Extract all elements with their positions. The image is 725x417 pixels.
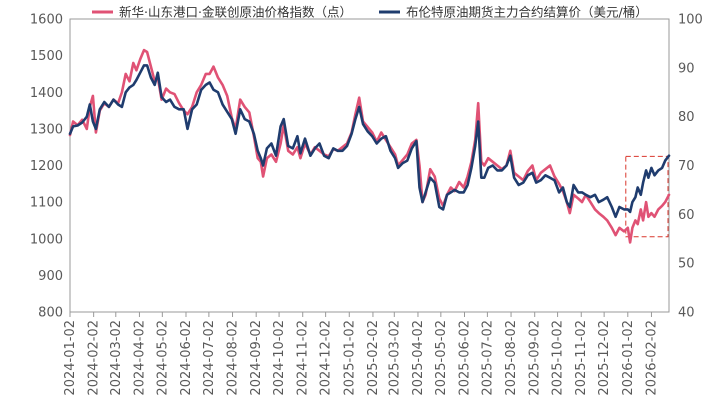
plot-frame (69, 18, 670, 313)
x-tick-label: 2025-08-02 (504, 320, 519, 396)
x-tick-label: 2025-07-02 (480, 320, 495, 396)
x-tick-label: 2025-05-02 (434, 320, 449, 396)
right-tick-label: 60 (678, 208, 695, 223)
x-tick-label: 2025-10-02 (551, 320, 566, 396)
left-tick-label: 1500 (30, 49, 63, 64)
left-tick-label: 1600 (30, 13, 63, 28)
right-tick-label: 40 (678, 306, 695, 321)
x-tick-label: 2025-02-02 (366, 320, 381, 396)
x-tick-label: 2024-09-02 (249, 320, 264, 396)
right-tick-label: 50 (678, 257, 695, 272)
series-line-index (68, 48, 671, 244)
right-tick-label: 100 (678, 13, 703, 28)
left-tick-label: 1100 (30, 196, 63, 211)
right-tick-label: 70 (678, 159, 695, 174)
left-tick-label: 800 (38, 306, 63, 321)
x-tick-label: 2024-02-02 (87, 320, 102, 396)
x-tick-label: 2024-10-02 (272, 320, 287, 396)
legend-label-index: 新华·山东港口·金联创原油价格指数（点） (119, 5, 352, 20)
x-tick-label: 2025-06-02 (458, 320, 473, 396)
x-tick-label: 2024-06-02 (179, 320, 194, 396)
x-tick-label: 2025-11-02 (574, 320, 589, 396)
series-line-brent (68, 64, 671, 219)
series (68, 48, 671, 244)
x-tick-label: 2025-01-02 (342, 320, 357, 396)
x-tick-label: 2026-02-02 (644, 320, 659, 396)
left-tick-label: 900 (38, 269, 63, 284)
x-tick-label: 2024-07-02 (202, 320, 217, 396)
x-tick-label: 2024-04-02 (132, 320, 147, 396)
x-tick-label: 2025-09-02 (528, 320, 543, 396)
x-tick-label: 2024-08-02 (226, 320, 241, 396)
x-tick-label: 2024-01-02 (63, 320, 78, 396)
x-tick-label: 2024-11-02 (296, 320, 311, 396)
left-tick-label: 1400 (30, 86, 63, 101)
x-tick-label: 2024-12-02 (319, 320, 334, 396)
right-tick-label: 90 (678, 61, 695, 76)
x-tick-label: 2026-01-02 (621, 320, 636, 396)
x-tick-label: 2025-04-02 (411, 320, 426, 396)
left-tick-label: 1200 (30, 159, 63, 174)
x-tick-label: 2025-12-02 (597, 320, 612, 396)
x-tick-label: 2024-05-02 (155, 320, 170, 396)
left-tick-label: 1300 (30, 122, 63, 137)
x-tick-label: 2024-03-02 (109, 320, 124, 396)
left-tick-label: 1000 (30, 232, 63, 247)
legend-label-brent: 布伦特原油期货主力合约结算价（美元/桶） (406, 5, 648, 20)
legend: 新华·山东港口·金联创原油价格指数（点） 布伦特原油期货主力合约结算价（美元/桶… (92, 5, 648, 20)
x-tick-label: 2025-03-02 (387, 320, 402, 396)
right-tick-label: 80 (678, 110, 695, 125)
axes: 800 900 1000 1100 1200 1300 1400 1500 1600 40 50 60… (30, 13, 703, 396)
